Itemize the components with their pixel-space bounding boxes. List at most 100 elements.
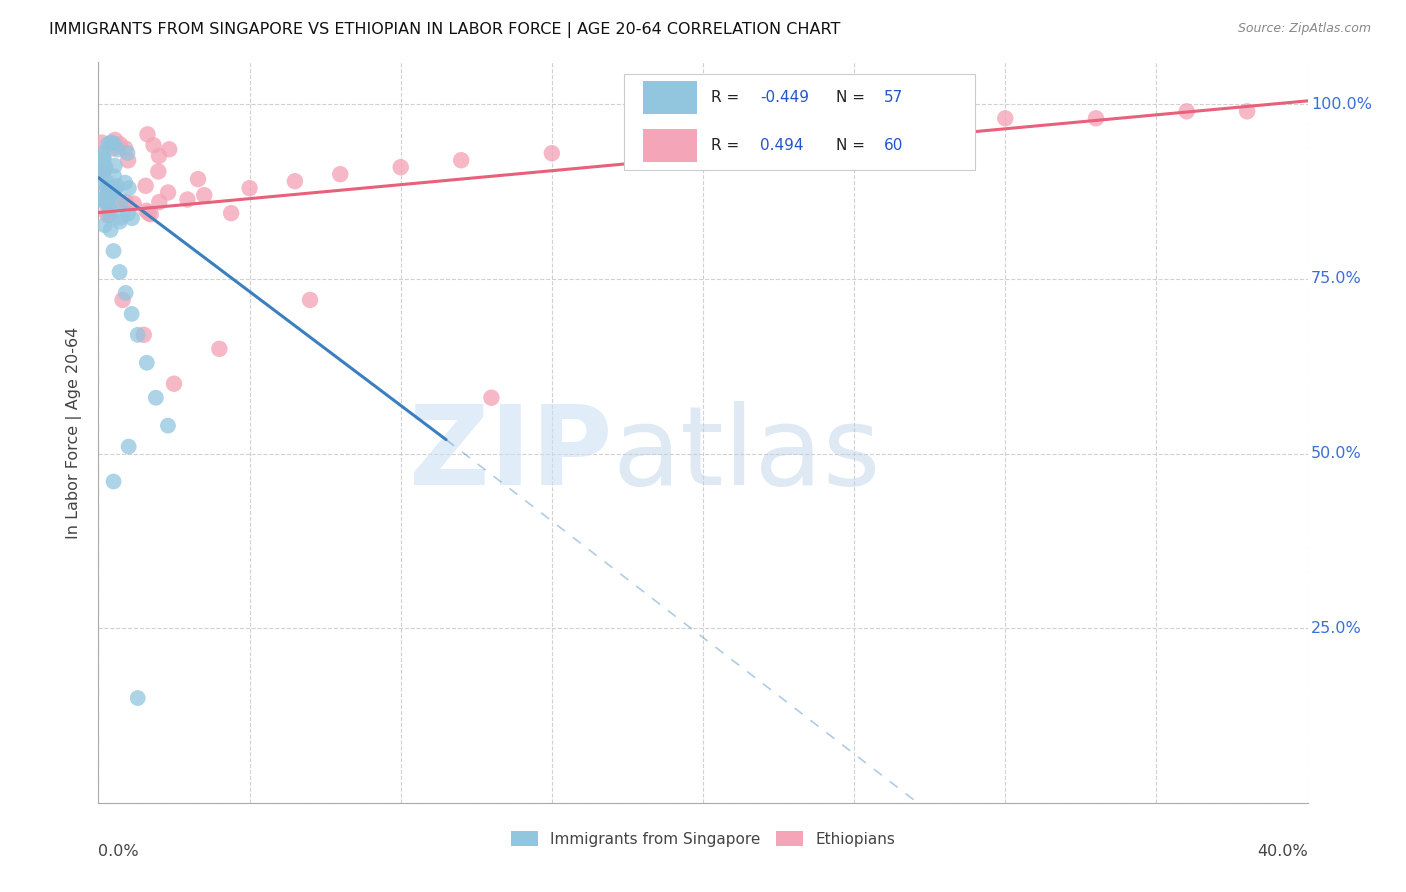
Point: [103, 169, 125, 184]
Point: [103, 475, 125, 489]
Legend: Immigrants from Singapore, Ethiopians: Immigrants from Singapore, Ethiopians: [505, 825, 901, 853]
Text: R =: R =: [711, 90, 745, 105]
Point: [692, 125, 714, 139]
Point: [329, 167, 352, 181]
Text: IMMIGRANTS FROM SINGAPORE VS ETHIOPIAN IN LABOR FORCE | AGE 20-64 CORRELATION CH: IMMIGRANTS FROM SINGAPORE VS ETHIOPIAN I…: [49, 22, 841, 38]
Text: 25.0%: 25.0%: [1312, 621, 1362, 636]
Point: [96, 208, 118, 222]
Point: [148, 149, 170, 163]
Point: [115, 195, 138, 210]
Point: [631, 132, 654, 146]
Point: [157, 186, 180, 200]
Text: ZIP: ZIP: [409, 401, 613, 508]
Text: N =: N =: [837, 138, 870, 153]
Point: [103, 182, 125, 196]
Point: [103, 244, 125, 258]
Point: [187, 172, 209, 186]
Point: [90, 155, 112, 169]
Point: [135, 356, 157, 370]
Point: [96, 205, 118, 219]
Point: [176, 193, 198, 207]
Bar: [624, 73, 976, 169]
Point: [239, 181, 262, 195]
Point: [96, 194, 118, 209]
Point: [108, 265, 131, 279]
Point: [103, 186, 125, 200]
Point: [121, 211, 143, 226]
Point: [135, 178, 157, 193]
Point: [132, 327, 155, 342]
Point: [142, 138, 165, 153]
Point: [96, 181, 118, 195]
Point: [94, 161, 117, 176]
Point: [148, 164, 170, 178]
Point: [103, 136, 125, 151]
Point: [96, 194, 118, 209]
Point: [98, 208, 121, 222]
Text: 57: 57: [884, 90, 904, 105]
Point: [108, 137, 131, 152]
Text: 0.494: 0.494: [759, 138, 803, 153]
Text: N =: N =: [837, 90, 870, 105]
Point: [91, 146, 114, 161]
Point: [98, 202, 121, 216]
Point: [94, 160, 117, 174]
Point: [87, 194, 110, 208]
Text: -0.449: -0.449: [759, 90, 808, 105]
Point: [98, 186, 121, 200]
Text: atlas: atlas: [613, 401, 880, 508]
Point: [1236, 104, 1258, 119]
Point: [97, 137, 120, 152]
Point: [136, 128, 159, 142]
Point: [87, 163, 110, 178]
Point: [1175, 104, 1198, 119]
Point: [163, 376, 186, 391]
Point: [127, 327, 149, 342]
Text: 60: 60: [884, 138, 904, 153]
Point: [148, 194, 170, 209]
Point: [114, 285, 136, 300]
Point: [107, 143, 129, 157]
Point: [96, 176, 118, 190]
Y-axis label: In Labor Force | Age 20-64: In Labor Force | Age 20-64: [66, 326, 83, 539]
Point: [101, 185, 124, 199]
Text: 40.0%: 40.0%: [1257, 844, 1308, 858]
Point: [139, 207, 162, 221]
Point: [994, 112, 1017, 126]
Point: [193, 188, 215, 202]
Point: [100, 136, 122, 150]
Text: R =: R =: [711, 138, 749, 153]
Point: [97, 185, 120, 199]
Point: [208, 342, 231, 356]
Point: [101, 141, 124, 155]
Point: [108, 211, 131, 225]
Point: [93, 151, 115, 165]
Point: [87, 165, 110, 179]
Point: [157, 142, 180, 156]
Text: 75.0%: 75.0%: [1312, 271, 1362, 286]
Point: [117, 153, 139, 168]
Point: [389, 160, 412, 174]
Point: [450, 153, 472, 168]
Point: [156, 418, 179, 433]
Point: [299, 293, 322, 307]
Point: [121, 307, 143, 321]
Point: [91, 192, 114, 206]
Point: [127, 691, 149, 706]
Point: [93, 219, 115, 233]
Point: [138, 206, 160, 220]
Point: [219, 206, 242, 220]
Point: [108, 194, 131, 209]
Text: 50.0%: 50.0%: [1312, 446, 1362, 461]
Point: [111, 293, 134, 307]
Point: [93, 161, 115, 175]
Point: [104, 133, 127, 147]
Point: [1085, 112, 1108, 126]
Point: [110, 195, 132, 210]
Point: [98, 180, 121, 194]
Point: [145, 391, 167, 405]
Point: [118, 181, 141, 195]
Text: Source: ZipAtlas.com: Source: ZipAtlas.com: [1237, 22, 1371, 36]
Point: [91, 155, 114, 169]
Point: [96, 186, 118, 200]
